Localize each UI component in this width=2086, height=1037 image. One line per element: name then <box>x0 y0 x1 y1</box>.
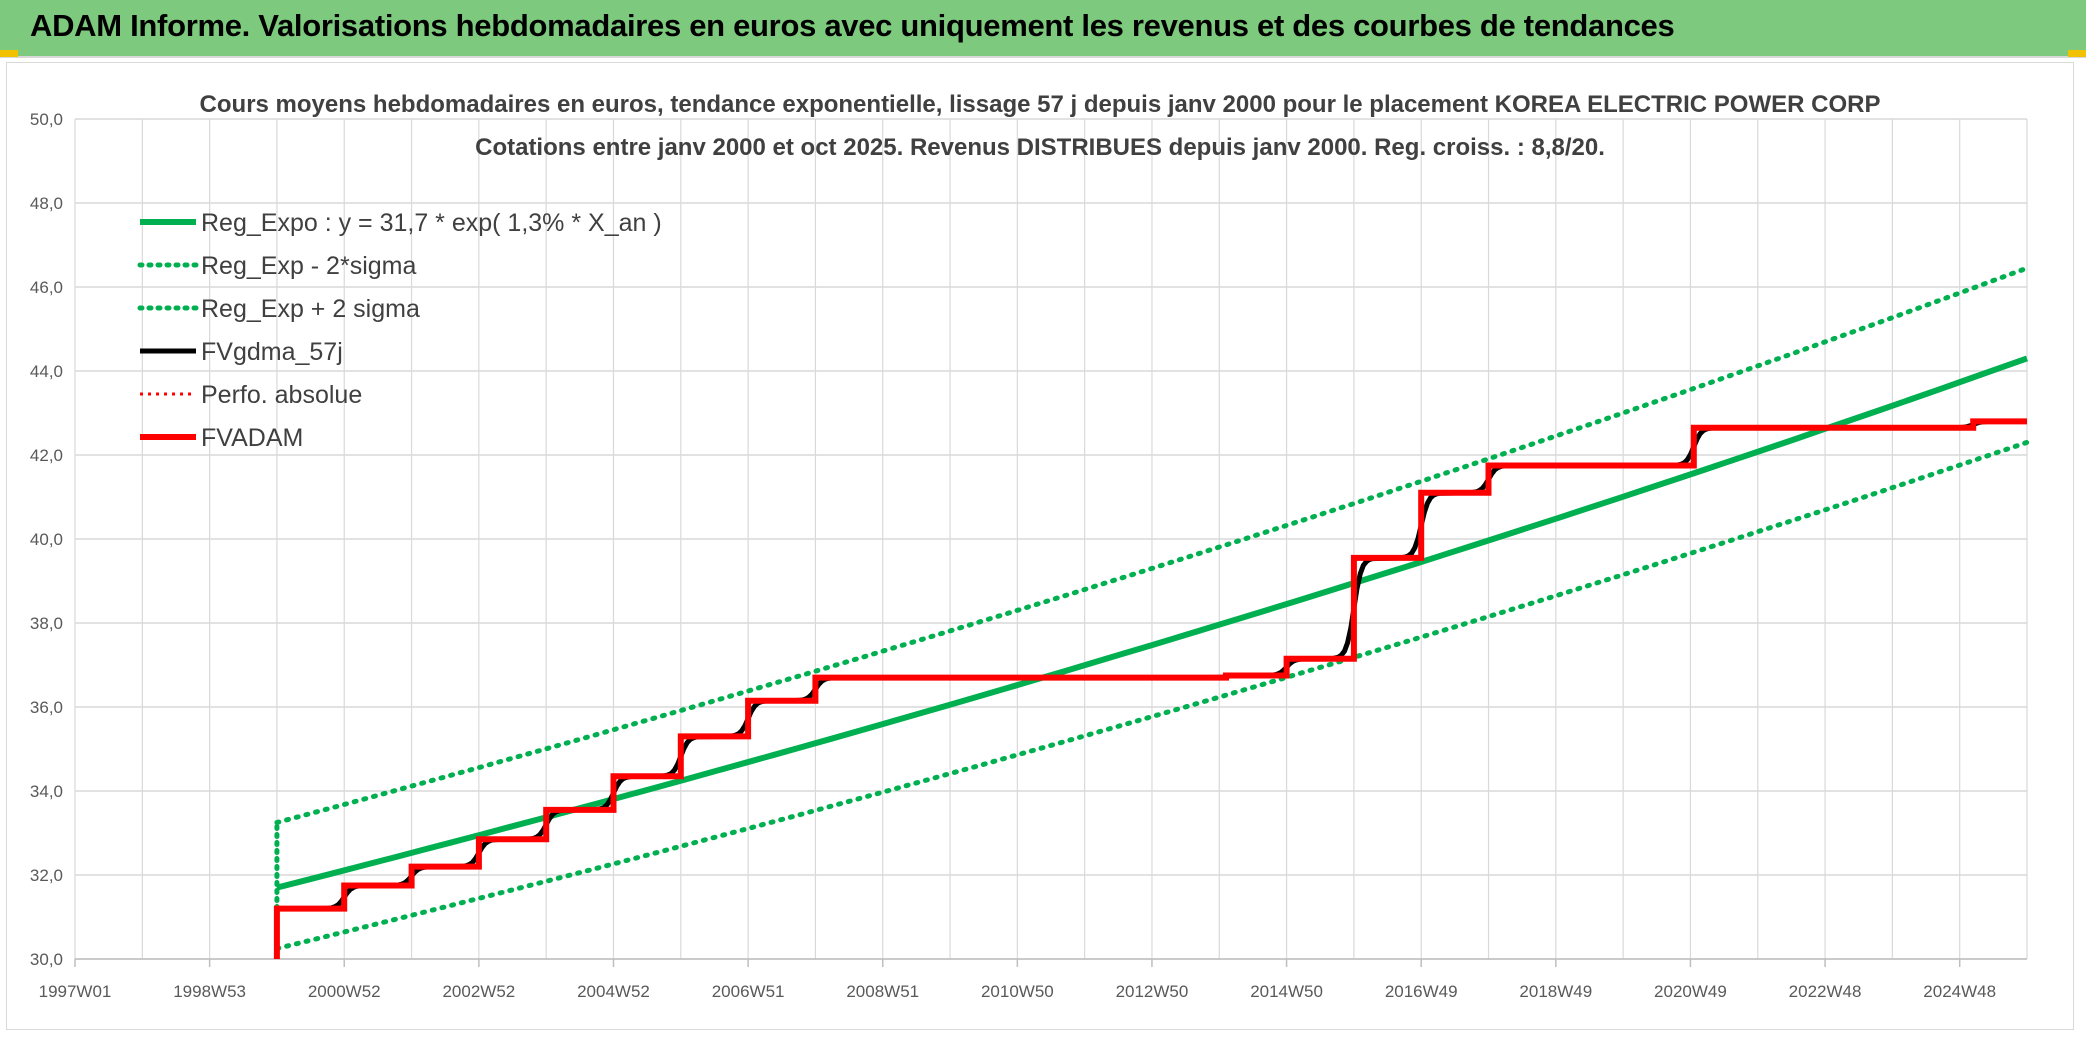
legend: Reg_Expo : y = 31,7 * exp( 1,3% * X_an )… <box>137 209 662 452</box>
x-tick-label: 2006W51 <box>712 982 785 1001</box>
y-tick-label: 30,0 <box>30 950 63 969</box>
y-tick-label: 42,0 <box>30 446 63 465</box>
legend-label: Perfo. absolue <box>201 381 362 409</box>
x-tick-label: 1997W01 <box>39 982 112 1001</box>
x-tick-label: 2010W50 <box>981 982 1054 1001</box>
legend-label: FVADAM <box>201 424 303 452</box>
x-tick-label: 2014W50 <box>1250 982 1323 1001</box>
legend-label: Reg_Exp + 2 sigma <box>201 295 420 323</box>
x-tick-label: 2004W52 <box>577 982 650 1001</box>
x-tick-label: 2020W49 <box>1654 982 1727 1001</box>
y-tick-label: 38,0 <box>30 614 63 633</box>
legend-label: FVgdma_57j <box>201 338 343 366</box>
chart-title: Cours moyens hebdomadaires en euros, ten… <box>200 91 1881 118</box>
corner-marker-left <box>0 50 18 57</box>
report-title: ADAM Informe. Valorisations hebdomadaire… <box>30 8 1675 43</box>
y-tick-label: 46,0 <box>30 278 63 297</box>
y-tick-label: 48,0 <box>30 194 63 213</box>
x-tick-label: 1998W53 <box>173 982 246 1001</box>
chart-grid <box>74 118 2028 960</box>
chart-frame <box>6 62 2074 1030</box>
series-line <box>274 265 2030 825</box>
y-tick-label: 32,0 <box>30 866 63 885</box>
series-line <box>274 439 2030 951</box>
x-tick-label: 2002W52 <box>442 982 515 1001</box>
plot-area <box>273 265 2030 959</box>
chart-subtitle: Cotations entre janv 2000 et oct 2025. R… <box>475 134 1605 161</box>
y-tick-label: 50,0 <box>30 110 63 129</box>
x-tick-label: 2008W51 <box>846 982 919 1001</box>
report-banner: ADAM Informe. Valorisations hebdomadaire… <box>0 0 2086 58</box>
y-axis-ticks: 30,0 32,0 34,0 36,0 38,0 40,0 42,0 44,0 46,0 48,0… <box>30 110 63 969</box>
y-tick-label: 40,0 <box>30 530 63 549</box>
x-tick-label: 2012W50 <box>1116 982 1189 1001</box>
x-axis-ticks: 1997W01 1998W53 2000W52 2002W52 2004W52 2006W… <box>39 959 1996 1001</box>
x-tick-label: 2018W49 <box>1519 982 1592 1001</box>
x-tick-label: 2016W49 <box>1385 982 1458 1001</box>
series-line <box>273 418 2027 959</box>
y-tick-label: 34,0 <box>30 782 63 801</box>
y-tick-label: 44,0 <box>30 362 63 381</box>
y-tick-label: 36,0 <box>30 698 63 717</box>
x-tick-label: 2000W52 <box>308 982 381 1001</box>
legend-label: Reg_Expo : y = 31,7 * exp( 1,3% * X_an ) <box>201 209 662 237</box>
x-tick-label: 2022W48 <box>1789 982 1862 1001</box>
corner-marker-right <box>2068 50 2086 57</box>
legend-label: Reg_Exp - 2*sigma <box>201 252 416 280</box>
x-tick-label: 2024W48 <box>1923 982 1996 1001</box>
